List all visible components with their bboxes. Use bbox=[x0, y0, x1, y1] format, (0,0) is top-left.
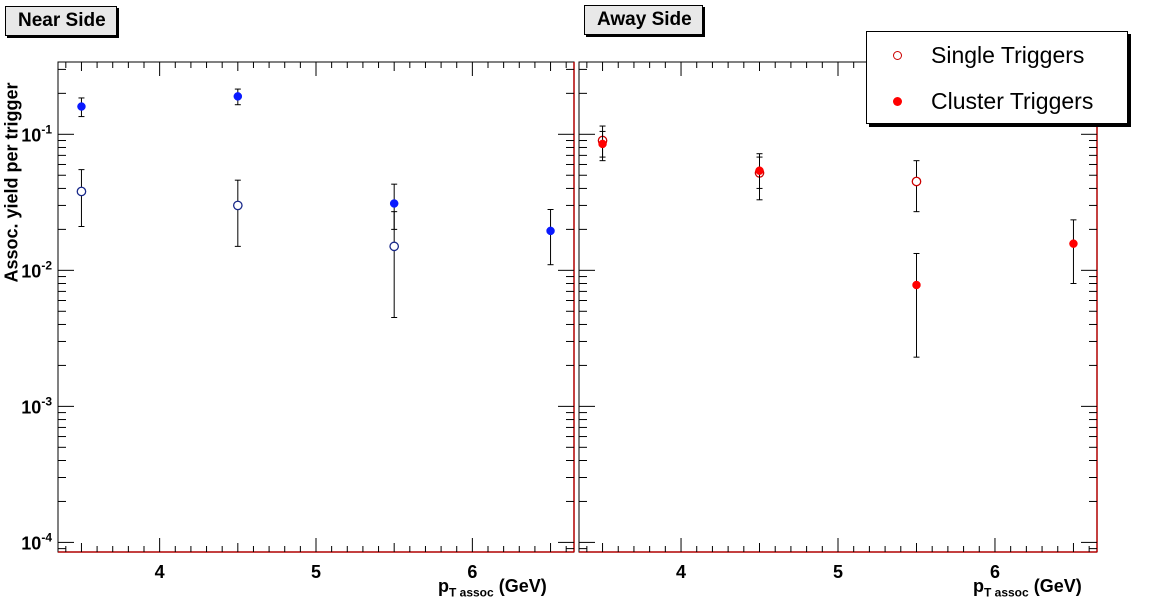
x-label-unit: (GeV) bbox=[1028, 576, 1082, 596]
cluster-trigger-point bbox=[546, 226, 555, 236]
x-label-unit: (GeV) bbox=[493, 576, 547, 596]
single-trigger-point bbox=[232, 200, 243, 211]
legend-label-single: Single Triggers bbox=[931, 42, 1085, 68]
away-x-axis-label: pT assoc (GeV) bbox=[973, 576, 1082, 600]
y-tick-base: 10 bbox=[21, 125, 41, 145]
cluster-trigger-point bbox=[1069, 239, 1078, 248]
x-tick-label: 5 bbox=[833, 562, 843, 582]
near-x-axis-label: pT assoc (GeV) bbox=[438, 576, 547, 600]
cluster-trigger-point bbox=[755, 166, 764, 175]
y-tick-base: 10 bbox=[21, 397, 41, 417]
single-trigger-point bbox=[76, 186, 87, 197]
filled-circle-marker-icon bbox=[893, 97, 902, 106]
x-tick-label: 4 bbox=[676, 562, 686, 582]
x-tick-label: 6 bbox=[467, 562, 477, 582]
y-tick-exponent: -4 bbox=[41, 530, 52, 544]
y-tick-label: 10-4 bbox=[21, 530, 52, 553]
y-axis-label: Assoc. yield per trigger bbox=[1, 82, 22, 283]
y-tick-label: 10-1 bbox=[21, 122, 52, 145]
x-tick-label: 6 bbox=[990, 562, 1000, 582]
x-label-subscript: T assoc bbox=[984, 585, 1029, 600]
legend-item-single: Single Triggers bbox=[867, 40, 1127, 70]
y-tick-exponent: -3 bbox=[41, 394, 52, 408]
y-tick-exponent: -1 bbox=[41, 122, 52, 136]
x-label-subscript: T assoc bbox=[449, 585, 494, 600]
legend: Single Triggers Cluster Triggers bbox=[866, 31, 1128, 124]
away-side-plot: 4 5 6 bbox=[578, 61, 1098, 582]
cluster-trigger-point bbox=[389, 199, 399, 208]
cluster-trigger-point bbox=[598, 139, 607, 149]
single-trigger-point bbox=[911, 176, 922, 187]
legend-item-cluster: Cluster Triggers bbox=[867, 86, 1127, 116]
x-tick-label: 4 bbox=[155, 562, 165, 582]
legend-label-cluster: Cluster Triggers bbox=[931, 88, 1094, 114]
plot-frame bbox=[578, 61, 1098, 553]
y-tick-base: 10 bbox=[21, 261, 41, 281]
open-circle-marker-icon bbox=[893, 51, 902, 60]
y-tick-label: 10-3 bbox=[21, 394, 52, 417]
y-tick-label: 10-2 bbox=[21, 258, 52, 281]
x-label-p: p bbox=[973, 576, 984, 596]
single-trigger-point bbox=[389, 241, 400, 252]
near-side-title: Near Side bbox=[5, 6, 117, 36]
y-tick-exponent: -2 bbox=[41, 258, 52, 272]
cluster-trigger-point bbox=[77, 102, 86, 111]
away-side-title: Away Side bbox=[584, 5, 703, 35]
cluster-trigger-point bbox=[912, 280, 921, 290]
x-label-p: p bbox=[438, 576, 449, 596]
y-tick-base: 10 bbox=[21, 533, 41, 553]
cluster-trigger-point bbox=[233, 92, 243, 101]
near-side-plot: 4 5 610-110-210-310-4 bbox=[21, 61, 575, 582]
plot-frame bbox=[57, 61, 575, 553]
x-tick-label: 5 bbox=[311, 562, 321, 582]
